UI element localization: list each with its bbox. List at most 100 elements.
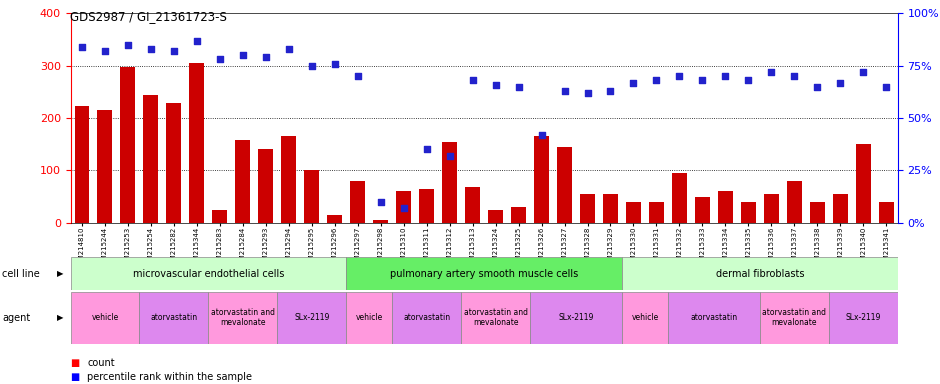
- Bar: [465, 187, 480, 223]
- Bar: [787, 181, 802, 223]
- Point: [212, 56, 227, 63]
- Text: atorvastatin: atorvastatin: [403, 313, 450, 322]
- Point: [855, 69, 870, 75]
- Text: ■: ■: [70, 372, 80, 382]
- Text: GDS2987 / GI_21361723-S: GDS2987 / GI_21361723-S: [70, 10, 227, 23]
- Point: [511, 84, 526, 90]
- Bar: [70, 292, 139, 344]
- Point: [327, 61, 342, 67]
- Point: [603, 88, 618, 94]
- Bar: [833, 194, 848, 223]
- Bar: [351, 181, 365, 223]
- Text: atorvastatin: atorvastatin: [690, 313, 738, 322]
- Text: percentile rank within the sample: percentile rank within the sample: [87, 372, 253, 382]
- Point: [787, 73, 802, 79]
- Text: atorvastatin and
mevalonate: atorvastatin and mevalonate: [463, 308, 527, 328]
- Bar: [166, 103, 181, 223]
- Bar: [277, 292, 346, 344]
- Bar: [695, 197, 710, 223]
- Point: [809, 84, 824, 90]
- Point: [258, 54, 274, 60]
- Bar: [668, 292, 760, 344]
- Text: SLx-2119: SLx-2119: [558, 313, 594, 322]
- Bar: [764, 194, 778, 223]
- Bar: [373, 220, 388, 223]
- Text: vehicle: vehicle: [355, 313, 383, 322]
- Text: cell line: cell line: [2, 268, 39, 279]
- Point: [396, 205, 411, 211]
- Bar: [139, 292, 209, 344]
- Point: [580, 90, 595, 96]
- Bar: [626, 202, 641, 223]
- Bar: [718, 191, 733, 223]
- Point: [626, 79, 641, 86]
- Bar: [603, 194, 618, 223]
- Bar: [442, 142, 457, 223]
- Text: count: count: [87, 358, 115, 368]
- Text: vehicle: vehicle: [91, 313, 118, 322]
- Text: ▶: ▶: [57, 269, 64, 278]
- Point: [144, 46, 159, 52]
- Text: atorvastatin and
mevalonate: atorvastatin and mevalonate: [211, 308, 274, 328]
- Bar: [488, 210, 503, 223]
- Text: atorvastatin and
mevalonate: atorvastatin and mevalonate: [762, 308, 826, 328]
- Bar: [829, 292, 898, 344]
- Text: microvascular endothelial cells: microvascular endothelial cells: [133, 268, 284, 279]
- Bar: [809, 202, 824, 223]
- Text: agent: agent: [2, 313, 30, 323]
- Point: [305, 63, 320, 69]
- Bar: [557, 147, 572, 223]
- Bar: [346, 292, 392, 344]
- Point: [189, 38, 204, 44]
- Point: [764, 69, 779, 75]
- Bar: [855, 144, 870, 223]
- Point: [120, 42, 135, 48]
- Point: [74, 44, 89, 50]
- Bar: [120, 67, 135, 223]
- Bar: [235, 140, 250, 223]
- Point: [672, 73, 687, 79]
- Point: [98, 48, 113, 54]
- Bar: [346, 257, 622, 290]
- Point: [235, 52, 250, 58]
- Point: [718, 73, 733, 79]
- Point: [879, 84, 894, 90]
- Bar: [462, 292, 530, 344]
- Text: dermal fibroblasts: dermal fibroblasts: [715, 268, 804, 279]
- Bar: [622, 257, 898, 290]
- Bar: [212, 210, 227, 223]
- Text: atorvastatin: atorvastatin: [150, 313, 197, 322]
- Text: ▶: ▶: [57, 313, 64, 322]
- Text: ■: ■: [70, 358, 80, 368]
- Point: [373, 199, 388, 205]
- Bar: [144, 94, 158, 223]
- Point: [833, 79, 848, 86]
- Point: [351, 73, 366, 79]
- Bar: [419, 189, 434, 223]
- Text: SLx-2119: SLx-2119: [294, 313, 329, 322]
- Point: [442, 153, 457, 159]
- Text: SLx-2119: SLx-2119: [846, 313, 881, 322]
- Point: [695, 77, 710, 83]
- Bar: [74, 106, 89, 223]
- Bar: [98, 110, 113, 223]
- Bar: [672, 173, 687, 223]
- Bar: [534, 136, 549, 223]
- Bar: [760, 292, 829, 344]
- Text: pulmonary artery smooth muscle cells: pulmonary artery smooth muscle cells: [390, 268, 578, 279]
- Bar: [396, 191, 411, 223]
- Point: [557, 88, 572, 94]
- Bar: [580, 194, 595, 223]
- Bar: [258, 149, 274, 223]
- Bar: [649, 202, 664, 223]
- Point: [741, 77, 756, 83]
- Bar: [392, 292, 462, 344]
- Bar: [209, 292, 277, 344]
- Bar: [305, 170, 320, 223]
- Bar: [622, 292, 668, 344]
- Point: [488, 81, 503, 88]
- Bar: [530, 292, 622, 344]
- Point: [465, 77, 480, 83]
- Point: [166, 48, 181, 54]
- Bar: [741, 202, 756, 223]
